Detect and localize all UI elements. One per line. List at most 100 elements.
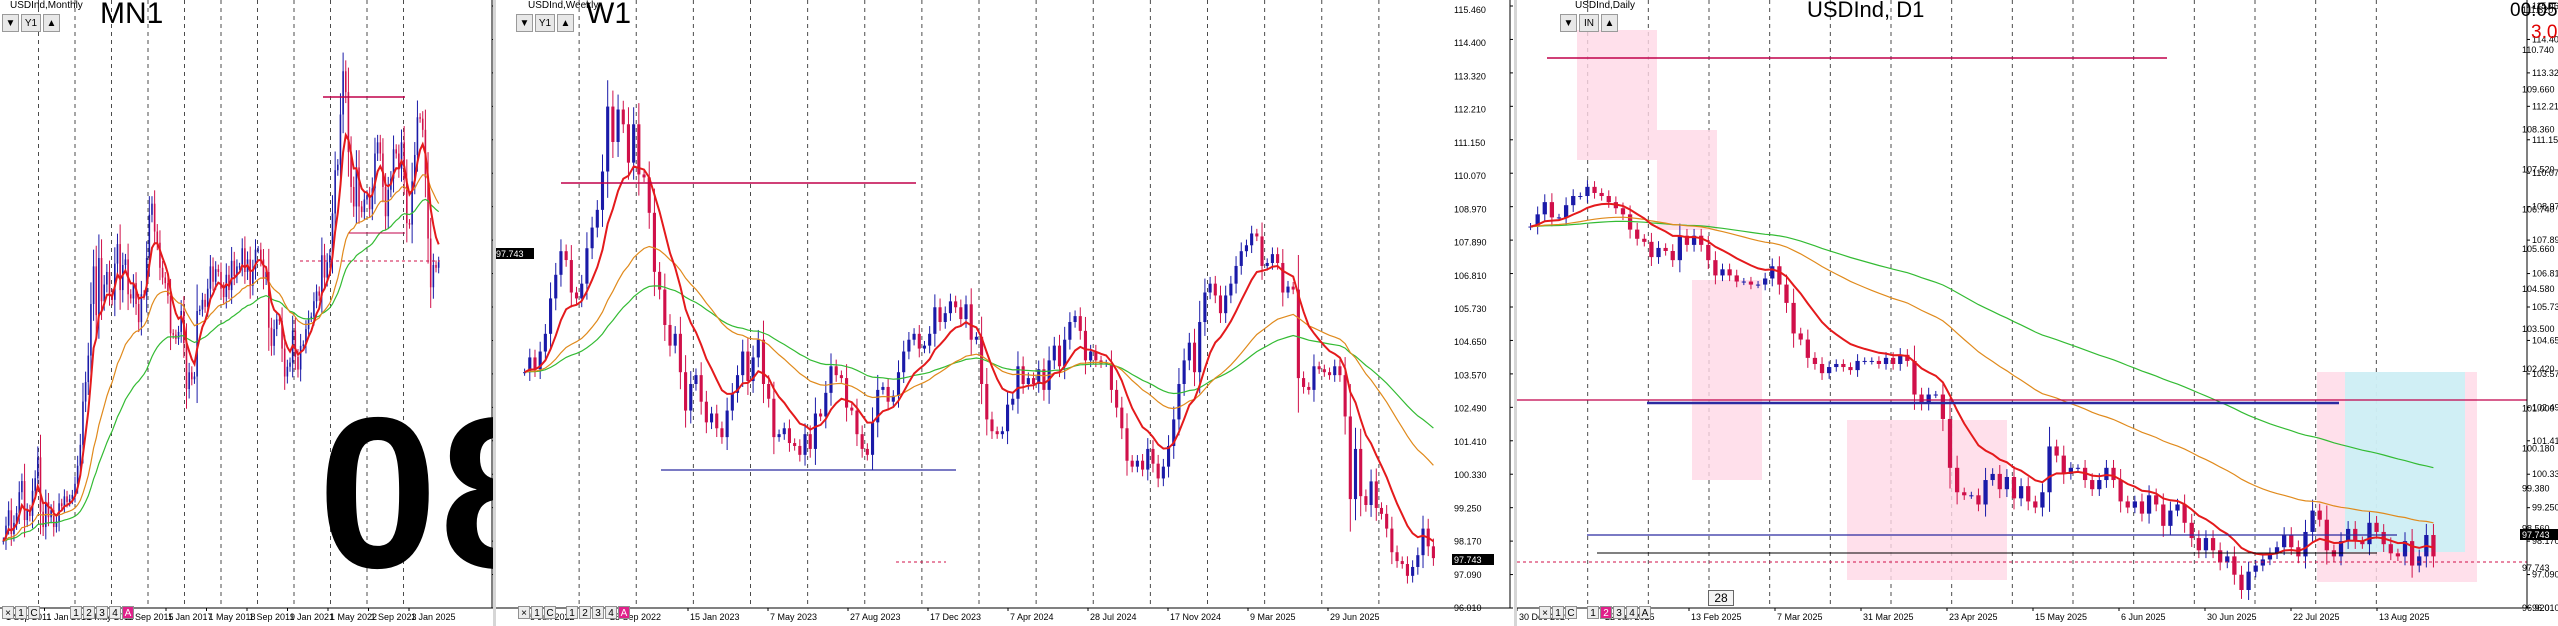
period-1-button[interactable]: 1: [531, 606, 543, 619]
price-tick-label: 114.400: [2532, 34, 2558, 44]
template-a-button[interactable]: A: [1639, 606, 1651, 619]
candle-body: [793, 443, 797, 446]
candle-body: [79, 444, 82, 466]
candle-body: [1042, 369, 1046, 390]
candle-body: [995, 431, 999, 435]
template-a-button[interactable]: A: [618, 606, 630, 619]
template-2-button[interactable]: 2: [83, 606, 95, 619]
chart-panel-daily[interactable]: 115.460 114.400 113.320 112.210 111.150 110.0…: [1517, 0, 2558, 626]
candle-body: [106, 271, 108, 285]
candle-body: [116, 244, 119, 264]
template-4-button[interactable]: 4: [109, 606, 121, 619]
candle-body: [803, 434, 807, 455]
candle-body: [411, 181, 413, 225]
time-tick-label: 17 Nov 2024: [1170, 612, 1221, 622]
period-1-button[interactable]: 1: [15, 606, 27, 619]
template-3-button[interactable]: 3: [96, 606, 108, 619]
template-3-button[interactable]: 3: [1613, 606, 1625, 619]
candle-body: [1670, 250, 1675, 261]
candle-body: [140, 294, 143, 323]
candle-body: [1720, 269, 1725, 276]
candle-body: [1599, 192, 1604, 197]
candle-body: [1037, 369, 1041, 384]
template-3-button[interactable]: 3: [592, 606, 604, 619]
candle-body: [1940, 394, 1946, 419]
scroll-down-button[interactable]: ▼: [2, 14, 19, 32]
candle-body: [326, 262, 328, 278]
close-objects-button[interactable]: ×: [2, 606, 14, 619]
candle-body: [321, 255, 323, 296]
scroll-down-button[interactable]: ▼: [516, 14, 533, 32]
candle-body: [222, 288, 225, 298]
candle-body: [922, 345, 927, 349]
template-2-button[interactable]: 2: [1600, 606, 1612, 619]
chart-panel-monthly[interactable]: 116.340113.960111.580109.200106.820104.3…: [0, 0, 493, 626]
candle-body: [286, 366, 289, 377]
clear-button[interactable]: C: [28, 606, 40, 619]
candle-body: [1244, 245, 1249, 252]
template-4-button[interactable]: 4: [605, 606, 617, 619]
secondary-price-label: 99.380: [2522, 483, 2550, 493]
candle-body: [1891, 357, 1896, 364]
candle-body: [860, 434, 864, 449]
template-1-button[interactable]: 1: [70, 606, 82, 619]
close-objects-button[interactable]: ×: [1539, 606, 1551, 619]
candle-body: [217, 269, 220, 272]
scroll-down-button[interactable]: ▼: [1560, 14, 1577, 32]
candle-body: [429, 238, 432, 288]
candle-body: [1962, 492, 1967, 496]
candle-body: [18, 492, 21, 514]
candle-body: [1327, 372, 1332, 376]
candle-body: [1146, 448, 1150, 470]
candle-body: [342, 71, 344, 115]
candle-body: [808, 434, 812, 449]
candle-body: [313, 301, 315, 317]
clear-button[interactable]: C: [1565, 606, 1577, 619]
timeframe-y1-button[interactable]: Y1: [21, 14, 41, 32]
panel-separator[interactable]: [1514, 0, 1517, 626]
candle-body: [1898, 354, 1903, 364]
close-objects-button[interactable]: ×: [518, 606, 530, 619]
candle-body: [611, 106, 615, 142]
price-tick-label: 108.970: [2532, 202, 2558, 212]
secondary-price-label: 108.970: [1454, 204, 1487, 214]
template-1-button[interactable]: 1: [566, 606, 578, 619]
candle-body: [694, 375, 698, 384]
candle-body: [23, 481, 26, 521]
candle-body: [387, 189, 390, 217]
candle-body: [329, 255, 331, 263]
moving-average-mid: [1530, 216, 2434, 524]
candle-body: [590, 227, 594, 249]
candle-body: [980, 336, 984, 384]
chart-panel-weekly[interactable]: 116.340113.960111.580109.200106.820104.3…: [496, 0, 1514, 626]
candle-body: [2246, 571, 2251, 590]
candle-body: [772, 398, 776, 438]
scroll-up-button[interactable]: ▲: [557, 14, 574, 32]
candle-body: [310, 316, 313, 318]
price-tick-label: 115.460: [2532, 1, 2558, 11]
candle-body: [2146, 495, 2152, 514]
period-1-button[interactable]: 1: [1552, 606, 1564, 619]
symbol-label: USDInd,Weekly: [528, 0, 599, 11]
candle-body: [71, 494, 74, 500]
candle-body: [68, 499, 71, 502]
candle-body: [34, 478, 36, 491]
candle-body: [437, 262, 440, 268]
candle-body: [1827, 367, 1832, 374]
template-2-button[interactable]: 2: [579, 606, 591, 619]
timeframe-in-button[interactable]: IN: [1579, 14, 1599, 32]
chart-canvas-daily[interactable]: 115.460 114.400 113.320 112.210 111.150 110.0…: [1517, 0, 2558, 626]
bars-count-box[interactable]: 28: [1708, 590, 1734, 606]
template-4-button[interactable]: 4: [1626, 606, 1638, 619]
clear-button[interactable]: C: [544, 606, 556, 619]
scroll-up-button[interactable]: ▲: [1601, 14, 1618, 32]
candle-body: [352, 186, 355, 207]
panel-separator[interactable]: [493, 0, 496, 626]
chart-canvas-weekly[interactable]: 116.340113.960111.580109.200106.820104.3…: [496, 0, 1514, 626]
template-a-button[interactable]: A: [122, 606, 134, 619]
candle-body: [1083, 330, 1088, 361]
candle-body: [334, 170, 336, 214]
template-1-button[interactable]: 1: [1587, 606, 1599, 619]
scroll-up-button[interactable]: ▲: [43, 14, 60, 32]
timeframe-y1-button[interactable]: Y1: [535, 14, 555, 32]
